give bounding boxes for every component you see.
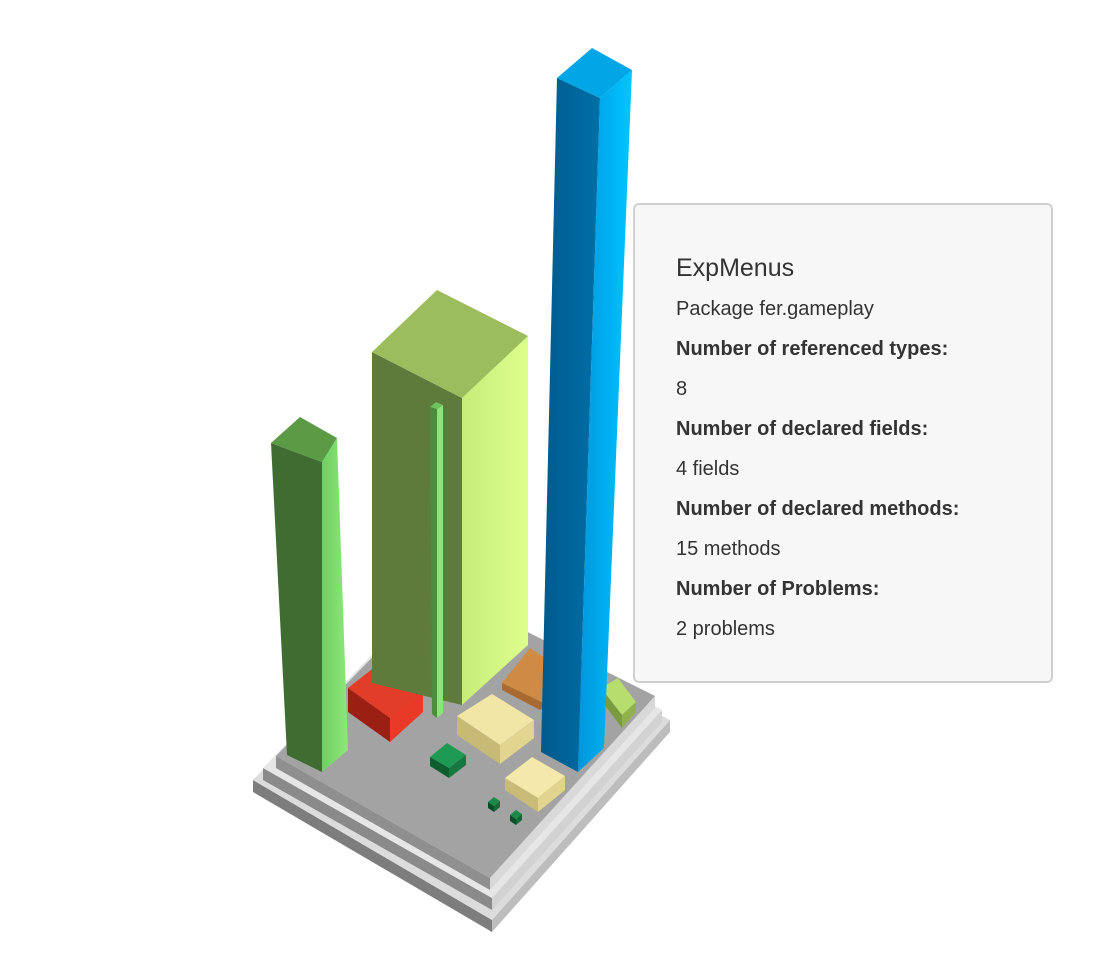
tooltip-problems-value: 2 problems — [676, 618, 775, 640]
base-level-3-right — [490, 696, 655, 890]
base-level-2-left — [263, 768, 492, 910]
tooltip-fields-value: 4 fields — [676, 458, 740, 480]
base-level-3-left — [276, 756, 490, 890]
building-tiny-1[interactable] — [488, 797, 500, 812]
building-beige-large[interactable] — [457, 694, 534, 764]
building-lime-large[interactable] — [372, 290, 528, 705]
tooltip-methods-label: Number of declared methods: — [676, 498, 960, 520]
tooltip-package: Package fer.gameplay — [676, 298, 874, 320]
building-expmenus-selected[interactable] — [541, 48, 632, 772]
tooltip-methods-value: 15 methods — [676, 538, 781, 560]
base-level-1-left — [253, 780, 492, 932]
base-level-1-right — [492, 720, 670, 932]
tooltip-class-name: ExpMenus — [676, 254, 795, 282]
building-red[interactable] — [348, 663, 423, 742]
building-thin-green[interactable] — [430, 402, 443, 718]
building-orange[interactable] — [502, 648, 548, 710]
tooltip-ref-types-value: 8 — [676, 378, 688, 400]
tooltip-fields-label: Number of declared fields: — [676, 418, 929, 440]
building-beige-small[interactable] — [505, 757, 565, 812]
tooltip-problems-label: Number of Problems: — [676, 578, 880, 600]
building-tiny-2[interactable] — [510, 810, 522, 825]
tooltip-ref-types-label: Number of referenced types: — [676, 338, 949, 360]
base-level-2-right — [492, 710, 662, 910]
building-dark-green[interactable] — [430, 743, 466, 778]
class-info-tooltip: ExpMenus Package fer.gameplay Number of … — [633, 203, 1053, 683]
building-small-lime[interactable] — [601, 678, 636, 728]
building-green-tower[interactable] — [271, 417, 348, 772]
